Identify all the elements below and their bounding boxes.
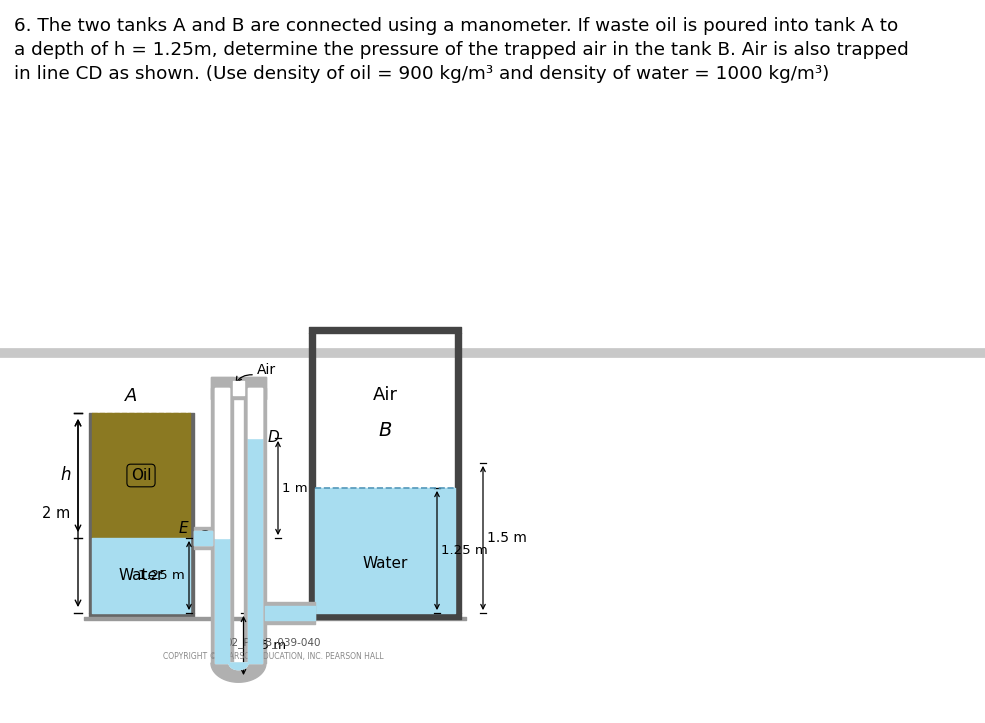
Text: 2 m: 2 m <box>42 505 70 521</box>
Text: C: C <box>197 531 208 545</box>
Text: Air: Air <box>257 363 276 377</box>
Text: 1.25 m: 1.25 m <box>138 569 185 582</box>
Text: Water: Water <box>118 568 164 583</box>
Polygon shape <box>211 663 266 683</box>
Text: 0.5 m: 0.5 m <box>247 639 286 652</box>
Text: D: D <box>268 430 280 445</box>
Text: A: A <box>125 387 137 405</box>
Text: Water: Water <box>362 555 408 570</box>
Polygon shape <box>229 663 248 669</box>
Text: 6. The two tanks A and B are connected using a manometer. If waste oil is poured: 6. The two tanks A and B are connected u… <box>14 17 898 35</box>
Text: 1.25 m: 1.25 m <box>441 544 488 557</box>
Text: B: B <box>378 421 392 440</box>
Text: in line CD as shown. (Use density of oil = 900 kg/m³ and density of water = 1000: in line CD as shown. (Use density of oil… <box>14 65 829 83</box>
Text: E: E <box>178 521 188 536</box>
Text: 02_PROB_039-040: 02_PROB_039-040 <box>226 638 321 649</box>
Polygon shape <box>229 663 248 669</box>
Text: 1 m: 1 m <box>282 482 307 495</box>
Text: a depth of h = 1.25m, determine the pressure of the trapped air in the tank B. A: a depth of h = 1.25m, determine the pres… <box>14 41 909 59</box>
Text: 1.5 m: 1.5 m <box>487 531 527 545</box>
Text: COPYRIGHT © PEARSON EDUCATION, INC. PEARSON HALL: COPYRIGHT © PEARSON EDUCATION, INC. PEAR… <box>164 651 384 661</box>
Text: Oil: Oil <box>131 468 152 483</box>
Text: h: h <box>60 466 71 484</box>
Text: Air: Air <box>372 387 398 404</box>
